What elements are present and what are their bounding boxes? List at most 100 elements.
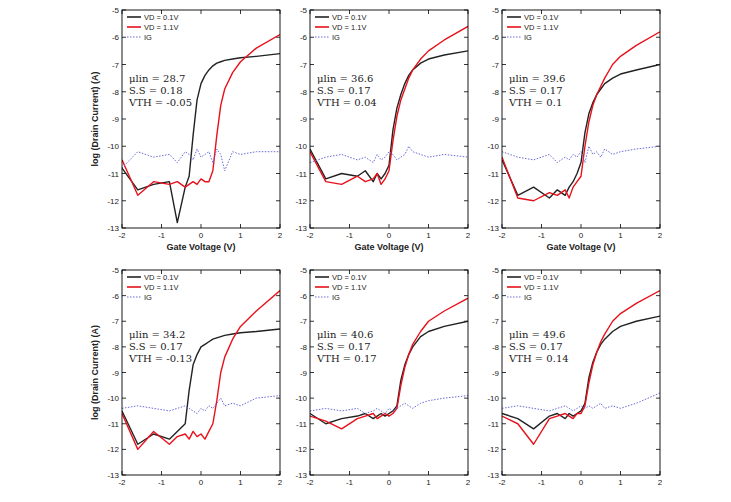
- y-tick-label: -5: [300, 266, 308, 275]
- x-tick: [201, 10, 202, 14]
- y-tick: [310, 119, 314, 120]
- annotation: VTH = 0.04: [316, 97, 377, 108]
- y-tick: [502, 372, 506, 373]
- series-line: [122, 35, 280, 196]
- x-tick-label: 2: [278, 231, 283, 240]
- legend-swatch: [315, 26, 329, 28]
- x-tick: [389, 224, 390, 228]
- x-tick-label: -1: [538, 231, 546, 240]
- y-tick: [464, 119, 468, 120]
- x-tick-label: -1: [346, 231, 354, 240]
- y-tick-label: -13: [107, 471, 119, 480]
- y-tick: [310, 346, 314, 347]
- legend-label: VD = 1.1V: [332, 283, 366, 292]
- y-tick-label: -8: [112, 88, 120, 97]
- plot-frame: [502, 10, 660, 228]
- x-tick: [620, 270, 621, 274]
- annotation: S.S = 0.17: [509, 85, 563, 96]
- y-tick: [310, 64, 314, 65]
- y-tick-label: -5: [492, 266, 500, 275]
- legend: VD = 0.1VVD = 1.1VIG: [315, 273, 366, 302]
- y-tick: [276, 295, 280, 296]
- y-tick-label: -7: [112, 317, 120, 326]
- y-tick: [656, 119, 660, 120]
- legend-swatch: [315, 286, 329, 288]
- y-tick: [276, 423, 280, 424]
- x-tick-label: 2: [658, 231, 663, 240]
- legend-label: IG: [144, 293, 152, 302]
- x-tick: [541, 471, 542, 475]
- y-tick-label: -13: [487, 471, 499, 480]
- annotation: μlin = 39.6: [509, 73, 565, 84]
- series-line: [310, 321, 468, 424]
- x-tick-label: -2: [118, 478, 126, 487]
- series-line: [310, 396, 468, 414]
- y-tick: [464, 449, 468, 450]
- legend-swatch: [507, 26, 521, 28]
- y-tick: [464, 398, 468, 399]
- legend-label: VD = 0.1V: [524, 273, 558, 282]
- y-tick: [656, 372, 660, 373]
- x-tick: [428, 471, 429, 475]
- series-line: [310, 26, 468, 184]
- y-tick-label: -9: [112, 115, 120, 124]
- x-tick-label: 1: [238, 231, 243, 240]
- y-tick-label: -11: [296, 420, 308, 429]
- y-tick-label: -7: [300, 317, 308, 326]
- x-tick: [581, 10, 582, 14]
- legend-label: IG: [524, 293, 532, 302]
- y-tick: [122, 64, 126, 65]
- y-tick: [276, 398, 280, 399]
- y-tick-label: -11: [108, 420, 120, 429]
- y-tick: [122, 346, 126, 347]
- y-tick: [656, 398, 660, 399]
- legend-label: IG: [524, 33, 532, 42]
- panel: -2-1012-13-12-11-10-9-8-7-6-5Gate Voltag…: [90, 6, 283, 252]
- y-tick-label: -12: [487, 445, 499, 454]
- legend-swatch: [315, 297, 329, 298]
- x-tick: [201, 471, 202, 475]
- legend-label: VD = 1.1V: [332, 23, 366, 32]
- y-tick: [464, 64, 468, 65]
- x-tick-label: 2: [658, 478, 663, 487]
- y-tick: [464, 372, 468, 373]
- y-tick: [502, 64, 506, 65]
- y-axis-label: log (Drain Current) (A): [90, 72, 100, 167]
- panel: -2-1012-13-12-11-10-9-8-7-6-5Gate Voltag…: [487, 6, 662, 252]
- y-tick: [464, 146, 468, 147]
- legend-swatch: [315, 16, 329, 18]
- y-tick: [502, 398, 506, 399]
- y-tick-label: -11: [108, 170, 120, 179]
- series-line: [502, 32, 660, 201]
- legend-swatch: [127, 297, 141, 298]
- plot-frame: [502, 270, 660, 475]
- y-tick: [276, 372, 280, 373]
- annotation: μlin = 34.2: [129, 329, 185, 340]
- legend: VD = 0.1VVD = 1.1VIG: [507, 13, 558, 42]
- y-tick-label: -7: [300, 61, 308, 70]
- y-tick: [656, 346, 660, 347]
- series-group: [122, 35, 280, 223]
- annotation: μlin = 49.6: [509, 329, 565, 340]
- annotation: VTH = 0.1: [508, 97, 562, 108]
- y-tick-label: -10: [107, 142, 119, 151]
- y-tick: [502, 449, 506, 450]
- legend-label: VD = 1.1V: [524, 23, 558, 32]
- x-tick-label: -2: [498, 478, 506, 487]
- y-tick-label: -11: [296, 170, 308, 179]
- y-tick-label: -5: [112, 6, 120, 15]
- y-tick: [464, 37, 468, 38]
- y-tick: [502, 321, 506, 322]
- y-tick-label: -5: [300, 6, 308, 15]
- y-tick: [310, 321, 314, 322]
- legend: VD = 0.1VVD = 1.1VIG: [507, 273, 558, 302]
- y-tick-label: -9: [300, 369, 308, 378]
- x-tick-label: 0: [199, 478, 204, 487]
- y-tick: [276, 449, 280, 450]
- y-tick: [122, 91, 126, 92]
- annotation: VTH = 0.14: [508, 353, 569, 364]
- y-tick: [122, 398, 126, 399]
- y-tick-label: -9: [112, 369, 120, 378]
- x-tick: [581, 270, 582, 274]
- y-tick: [502, 146, 506, 147]
